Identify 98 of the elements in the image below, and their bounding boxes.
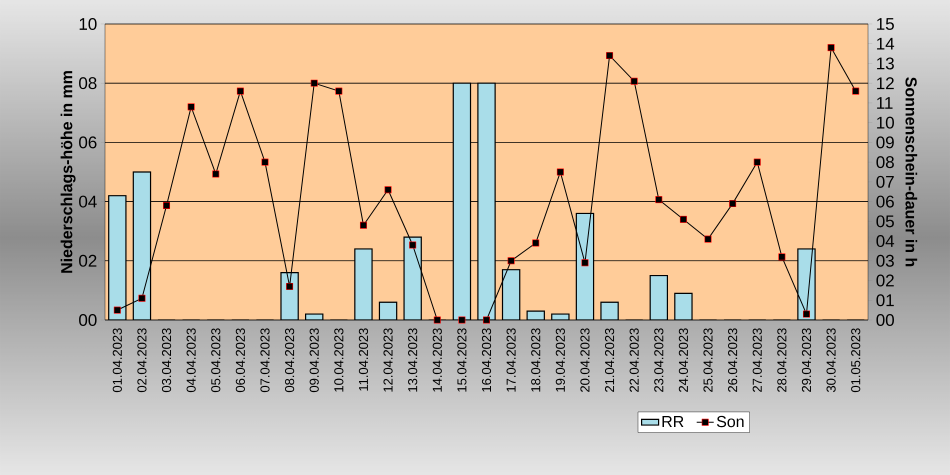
point	[655, 196, 662, 204]
bar	[132, 171, 152, 320]
x-tick-label: 15.04.2023	[457, 328, 466, 392]
x-tick-label: 06.04.2023	[236, 328, 245, 392]
bar	[650, 274, 668, 320]
x-tick-label: 07.04.2023	[260, 328, 270, 392]
point	[483, 316, 490, 324]
point	[286, 282, 294, 290]
point	[163, 202, 170, 210]
bar	[354, 248, 373, 320]
bar	[280, 272, 299, 320]
y2-tick-label: 06	[876, 196, 894, 208]
y-tick-label: 10	[80, 18, 97, 30]
x-tick-label: 19.04.2023	[556, 328, 565, 392]
y2-tick-label: 09	[876, 136, 894, 148]
x-tick-label: 09.04.2023	[310, 328, 319, 392]
x-tick-label: 08.04.2023	[285, 328, 294, 392]
y2-tick-label: 05	[876, 215, 894, 228]
point	[630, 78, 638, 85]
x-tick-label: 02.04.2023	[137, 328, 147, 392]
x-tick-label: 03.04.2023	[162, 328, 172, 392]
point	[138, 294, 146, 302]
x-tick-label: 12.04.2023	[383, 328, 393, 392]
point	[409, 242, 416, 248]
point	[212, 170, 220, 178]
x-tick-label: 22.04.2023	[630, 328, 639, 392]
legend-label: RR	[662, 416, 684, 427]
y-tick-label: 04	[79, 196, 97, 208]
y-tick-label: 08	[79, 77, 97, 90]
y2-tick-label: 10	[877, 116, 894, 129]
y2-tick-label: 08	[876, 156, 894, 168]
x-tick-label: 26.04.2023	[728, 328, 738, 392]
x-tick-label: 18.04.2023	[531, 328, 540, 392]
y2-tick-label: 13	[877, 57, 894, 70]
point	[458, 316, 466, 324]
y-tick-label: 00	[79, 314, 97, 326]
point	[360, 222, 367, 229]
y2-tick-label: 03	[876, 254, 894, 267]
y-axis-title: Niederschlags-höhe in mm	[60, 71, 76, 273]
x-tick-label: 04.04.2023	[186, 328, 196, 392]
point	[384, 186, 392, 194]
point	[852, 88, 860, 95]
point	[581, 259, 588, 266]
y-tick-label: 02	[79, 254, 96, 267]
point	[532, 240, 540, 247]
point	[729, 200, 736, 208]
x-tick-label: 29.04.2023	[802, 328, 812, 392]
y2-axis-title: Sonnenschein-dauer in h	[905, 77, 918, 266]
x-tick-label: 17.04.2023	[506, 328, 516, 392]
x-tick-label: 25.04.2023	[703, 328, 713, 392]
x-tick-label: 20.04.2023	[580, 328, 590, 392]
x-tick-label: 13.04.2023	[408, 328, 418, 392]
y2-tick-label: 15	[877, 18, 894, 30]
x-tick-label: 05.04.2023	[211, 328, 220, 392]
x-tick-label: 16.04.2023	[482, 328, 492, 392]
point	[606, 52, 614, 60]
point	[434, 316, 441, 324]
point	[335, 88, 342, 95]
y2-tick-label: 07	[876, 176, 894, 188]
bar	[403, 236, 422, 320]
x-tick-label: 23.04.2023	[654, 328, 664, 392]
y-tick-label: 06	[79, 136, 96, 148]
x-tick-label: 30.04.2023	[826, 328, 836, 392]
y2-tick-label: 02	[876, 274, 894, 287]
y2-tick-label: 14	[877, 38, 894, 50]
y2-tick-label: 01	[876, 294, 894, 306]
point	[310, 80, 318, 87]
point	[704, 236, 712, 243]
x-tick-label: 01.05.2023	[851, 328, 860, 392]
point	[114, 306, 121, 314]
bar	[477, 82, 496, 320]
point	[680, 216, 687, 223]
point	[556, 168, 564, 176]
x-tick-label: 11.04.2023	[358, 328, 368, 391]
legend-label: Son	[716, 416, 744, 428]
x-tick-label: 21.04.2023	[604, 328, 614, 392]
bar	[452, 82, 472, 320]
point	[828, 44, 835, 52]
bar	[797, 248, 816, 320]
point	[778, 253, 786, 260]
x-tick-label: 27.04.2023	[752, 328, 762, 392]
point	[754, 158, 761, 166]
x-tick-label: 01.04.2023	[112, 328, 122, 392]
bar	[108, 195, 127, 320]
x-tick-label: 14.04.2023	[432, 328, 442, 392]
point	[508, 257, 515, 264]
y2-tick-label: 00	[876, 314, 894, 326]
bar	[576, 212, 594, 320]
x-tick-label: 10.04.2023	[334, 328, 344, 392]
y2-tick-label: 11	[877, 97, 893, 109]
x-tick-label: 24.04.2023	[678, 328, 688, 392]
x-tick-label: 28.04.2023	[777, 328, 786, 392]
point	[188, 103, 195, 110]
y2-tick-label: 04	[876, 235, 894, 248]
point	[262, 158, 268, 166]
y2-tick-label: 12	[877, 77, 894, 90]
point	[802, 310, 810, 318]
point	[236, 88, 244, 95]
